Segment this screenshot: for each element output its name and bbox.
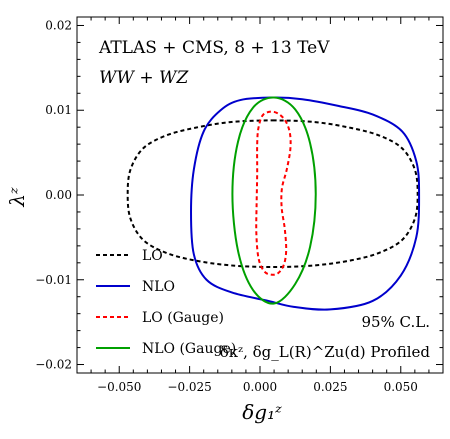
confidence-level-note: 95% C.L. — [361, 313, 430, 331]
chart-title: ATLAS + CMS, 8 + 13 TeV — [98, 38, 330, 58]
legend-label-lo-gauge: LO (Gauge) — [142, 310, 224, 326]
x-tick-label: −0.050 — [97, 380, 141, 394]
x-tick-label: 0.050 — [384, 380, 418, 394]
series-nlo-curve — [190, 96, 421, 311]
x-axis-title: δg₁ᶻ — [242, 400, 282, 424]
y-tick-label: −0.01 — [35, 273, 72, 287]
x-tick-label: 0.025 — [313, 380, 347, 394]
y-tick-label: −0.02 — [35, 358, 72, 372]
axis-tick-labels: −0.050 −0.025 0.000 0.025 0.050 −0.02 −0.01 0.0… — [35, 18, 418, 394]
x-tick-label: 0.000 — [243, 380, 277, 394]
axis-ticks — [77, 17, 443, 373]
chart-subtitle: WW + WZ — [99, 68, 189, 88]
series-lo-gauge-curve — [255, 110, 292, 276]
legend-label-lo: LO — [142, 248, 163, 264]
y-tick-label: 0.00 — [45, 188, 72, 202]
legend: LO NLO LO (Gauge) NLO (Gauge) — [96, 248, 236, 357]
y-axis-title: λᶻ — [5, 187, 29, 208]
series-nlo-gauge-curve — [231, 96, 317, 305]
y-tick-label: 0.02 — [45, 18, 72, 32]
x-tick-label: −0.025 — [167, 380, 211, 394]
contour-curves — [126, 96, 421, 311]
series-lo-curve — [126, 119, 419, 269]
profiled-note: δκᶻ, δg_L(R)^Zu(d) Profiled — [220, 343, 431, 361]
legend-label-nlo: NLO — [142, 279, 175, 295]
legend-label-nlo-gauge: NLO (Gauge) — [142, 341, 236, 357]
y-tick-label: 0.01 — [45, 103, 72, 117]
